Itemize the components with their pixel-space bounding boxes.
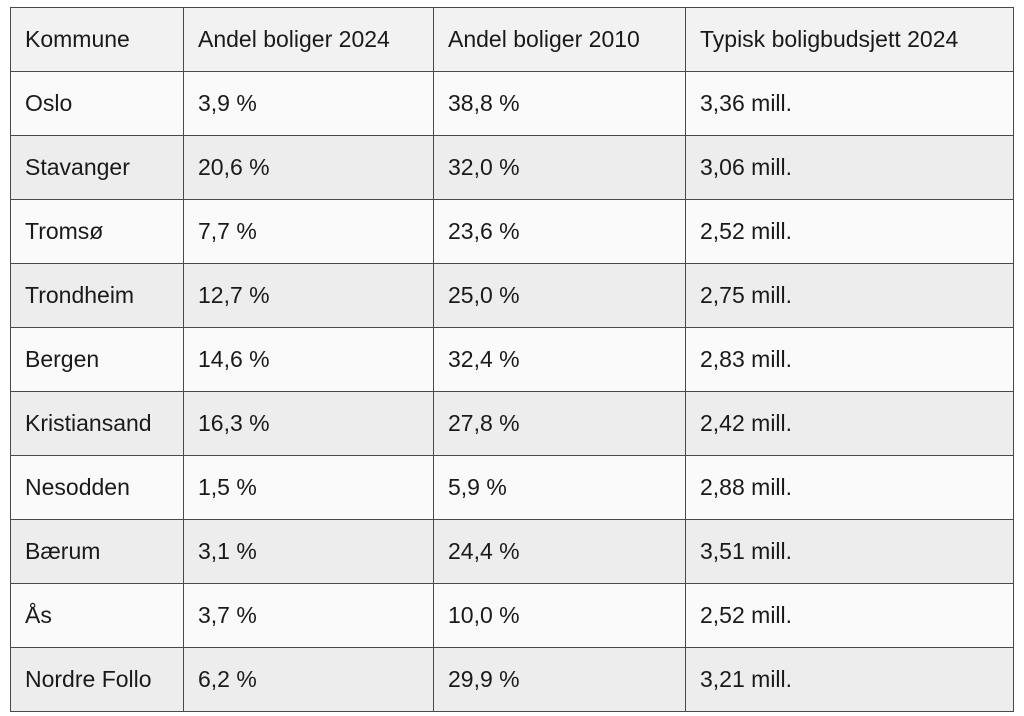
- table-row: Trondheim 12,7 % 25,0 % 2,75 mill.: [10, 263, 1014, 328]
- cell-boligbudsjett: 2,83 mill.: [685, 327, 1014, 392]
- cell-kommune: Stavanger: [10, 135, 184, 200]
- cell-andel-2024: 20,6 %: [183, 135, 434, 200]
- header-andel-2024: Andel boliger 2024: [183, 7, 434, 72]
- cell-boligbudsjett: 2,52 mill.: [685, 583, 1014, 648]
- table-row: Oslo 3,9 % 38,8 % 3,36 mill.: [10, 71, 1014, 136]
- cell-boligbudsjett: 3,06 mill.: [685, 135, 1014, 200]
- cell-andel-2010: 10,0 %: [433, 583, 686, 648]
- cell-kommune: Nordre Follo: [10, 647, 184, 712]
- table-row: Nordre Follo 6,2 % 29,9 % 3,21 mill.: [10, 647, 1014, 712]
- cell-kommune: Ås: [10, 583, 184, 648]
- cell-andel-2024: 3,7 %: [183, 583, 434, 648]
- cell-andel-2024: 12,7 %: [183, 263, 434, 328]
- cell-andel-2024: 7,7 %: [183, 199, 434, 264]
- cell-andel-2024: 3,1 %: [183, 519, 434, 584]
- cell-boligbudsjett: 2,42 mill.: [685, 391, 1014, 456]
- cell-andel-2010: 32,0 %: [433, 135, 686, 200]
- cell-kommune: Trondheim: [10, 263, 184, 328]
- cell-andel-2010: 27,8 %: [433, 391, 686, 456]
- header-andel-2010: Andel boliger 2010: [433, 7, 686, 72]
- cell-andel-2024: 1,5 %: [183, 455, 434, 520]
- cell-kommune: Kristiansand: [10, 391, 184, 456]
- cell-boligbudsjett: 3,36 mill.: [685, 71, 1014, 136]
- table-header-row: Kommune Andel boliger 2024 Andel boliger…: [10, 7, 1014, 72]
- cell-kommune: Tromsø: [10, 199, 184, 264]
- header-boligbudsjett-2024: Typisk boligbudsjett 2024: [685, 7, 1014, 72]
- cell-andel-2024: 16,3 %: [183, 391, 434, 456]
- cell-boligbudsjett: 2,88 mill.: [685, 455, 1014, 520]
- cell-andel-2010: 24,4 %: [433, 519, 686, 584]
- cell-boligbudsjett: 3,51 mill.: [685, 519, 1014, 584]
- table-row: Ås 3,7 % 10,0 % 2,52 mill.: [10, 583, 1014, 648]
- cell-andel-2010: 38,8 %: [433, 71, 686, 136]
- cell-andel-2024: 6,2 %: [183, 647, 434, 712]
- cell-andel-2010: 23,6 %: [433, 199, 686, 264]
- cell-andel-2010: 5,9 %: [433, 455, 686, 520]
- table-row: Stavanger 20,6 % 32,0 % 3,06 mill.: [10, 135, 1014, 200]
- table-row: Tromsø 7,7 % 23,6 % 2,52 mill.: [10, 199, 1014, 264]
- data-table: Kommune Andel boliger 2024 Andel boliger…: [10, 7, 1014, 712]
- cell-boligbudsjett: 3,21 mill.: [685, 647, 1014, 712]
- table-container: Kommune Andel boliger 2024 Andel boliger…: [10, 7, 1014, 712]
- cell-andel-2024: 14,6 %: [183, 327, 434, 392]
- cell-andel-2010: 29,9 %: [433, 647, 686, 712]
- table-row: Kristiansand 16,3 % 27,8 % 2,42 mill.: [10, 391, 1014, 456]
- cell-andel-2010: 25,0 %: [433, 263, 686, 328]
- cell-andel-2024: 3,9 %: [183, 71, 434, 136]
- header-kommune: Kommune: [10, 7, 184, 72]
- table-row: Nesodden 1,5 % 5,9 % 2,88 mill.: [10, 455, 1014, 520]
- cell-kommune: Bærum: [10, 519, 184, 584]
- cell-boligbudsjett: 2,52 mill.: [685, 199, 1014, 264]
- cell-kommune: Oslo: [10, 71, 184, 136]
- cell-kommune: Nesodden: [10, 455, 184, 520]
- cell-kommune: Bergen: [10, 327, 184, 392]
- cell-boligbudsjett: 2,75 mill.: [685, 263, 1014, 328]
- cell-andel-2010: 32,4 %: [433, 327, 686, 392]
- table-row: Bærum 3,1 % 24,4 % 3,51 mill.: [10, 519, 1014, 584]
- table-row: Bergen 14,6 % 32,4 % 2,83 mill.: [10, 327, 1014, 392]
